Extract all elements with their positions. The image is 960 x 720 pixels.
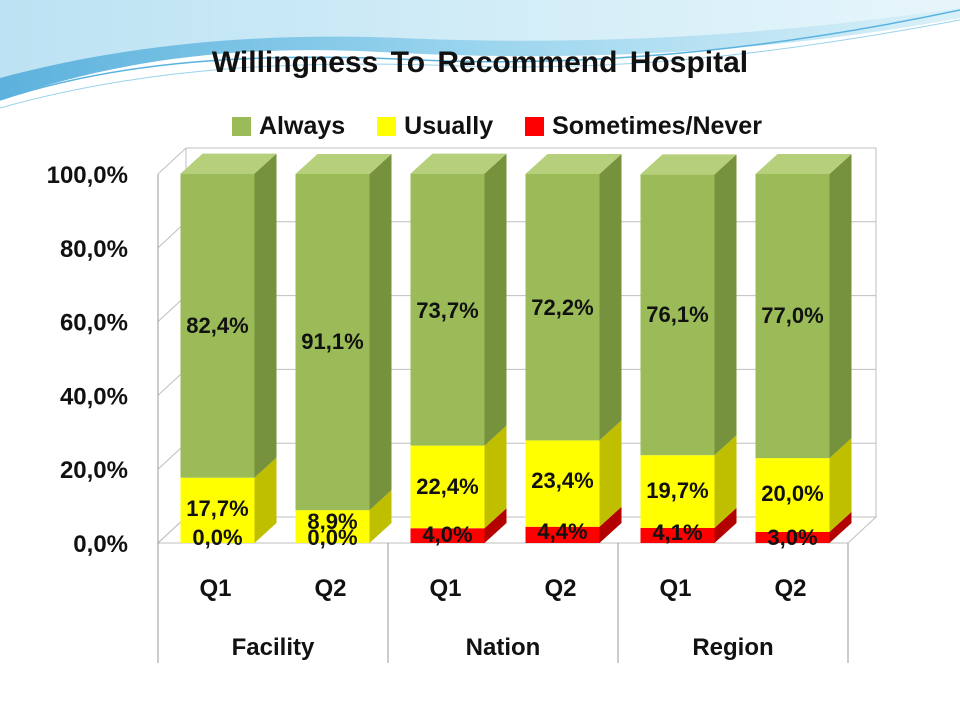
data-label: 0,0% [192,525,242,550]
bar-segment [295,174,370,511]
bar-segment-side [714,154,737,456]
data-label: 82,4% [186,313,248,338]
bar-segment [525,440,600,527]
gridline-side [157,147,187,175]
legend-label-always: Always [259,112,346,140]
bar-segment-side [369,154,392,511]
data-label: 19,7% [646,478,708,503]
legend-swatch-always [232,117,251,136]
x-tick-label: Q2 [544,575,576,602]
bar-segment-side [484,425,507,529]
legend-item-usually: Usually [377,112,493,141]
legend-item-always: Always [232,112,345,141]
bar-segment-top [525,154,622,174]
x-tick-label: Q1 [429,575,461,602]
group-label: Region [692,634,773,661]
data-label: 4,1% [652,520,702,545]
y-tick-label: 80,0% [60,236,128,263]
data-label: 23,4% [531,468,593,493]
data-label: 77,0% [761,303,823,328]
bar-segment [180,173,255,478]
bar-segment-side [599,154,622,441]
bar-segment-side [369,490,392,543]
bar-segment-top [640,154,737,175]
y-tick-label: 40,0% [60,383,128,410]
bar-segment [525,526,600,543]
bar-segment-side [829,438,852,532]
bar-segment-side [829,511,852,543]
bar-segment-side [484,153,507,446]
data-label: 91,1% [301,329,363,354]
y-tick-label: 0,0% [73,531,128,558]
bar-segment [640,455,715,528]
legend-swatch-sometimes-never [525,117,545,136]
legend-label-sometimes-never: Sometimes/Never [552,112,762,140]
x-tick-label: Q2 [314,575,346,602]
data-label: 20,0% [761,481,823,506]
data-label: 76,1% [646,302,708,327]
bar-segment [410,528,485,543]
bar-segment [410,445,485,529]
bar-segment [755,531,830,543]
group-label: Facility [232,634,315,661]
chart-title: Willingness To Recommend Hospital [211,46,749,79]
bar-segment [640,174,715,456]
y-tick-label: 20,0% [60,457,128,484]
legend-item-sometimes-never: Sometimes/Never [525,112,762,141]
x-tick-label: Q2 [774,575,806,602]
bar-segment-side [484,508,507,543]
data-label: 73,7% [416,298,478,323]
data-label: 8,9% [307,509,357,534]
bar-segment-side [254,153,277,478]
bar-segment-side [599,506,622,543]
legend-label-usually: Usually [404,112,494,140]
data-label: 22,4% [416,474,478,499]
x-tick-label: Q1 [199,575,231,602]
chart-legend: Always Usually Sometimes/Never [232,112,794,141]
bar-segment-side [599,420,622,527]
data-label: 4,4% [537,519,587,544]
data-label: 0,0% [307,525,357,550]
group-label: Nation [466,634,541,661]
bar-segment-top [755,154,852,174]
bar-segment-side [829,154,852,459]
bar-segment [295,510,370,543]
bar-segment-top [410,153,507,174]
bar-segment-top [295,154,392,174]
bar-segment-side [714,435,737,528]
data-label: 4,0% [422,522,472,547]
x-tick-label: Q1 [659,575,691,602]
bar-segment-top [180,153,277,174]
bar-segment [525,174,600,441]
bar-segment-side [254,457,277,543]
y-tick-label: 60,0% [60,310,128,337]
bar-segment [410,173,485,446]
y-tick-label: 100,0% [47,162,128,189]
bar-segment [180,477,255,543]
bar-segment [755,458,830,532]
bar-segment [640,527,715,543]
legend-swatch-usually [377,117,397,136]
bar-segment [755,174,830,459]
data-label: 72,2% [531,295,593,320]
data-label: 17,7% [186,496,248,521]
bar-segment-side [714,507,737,543]
data-label: 3,0% [767,525,817,550]
